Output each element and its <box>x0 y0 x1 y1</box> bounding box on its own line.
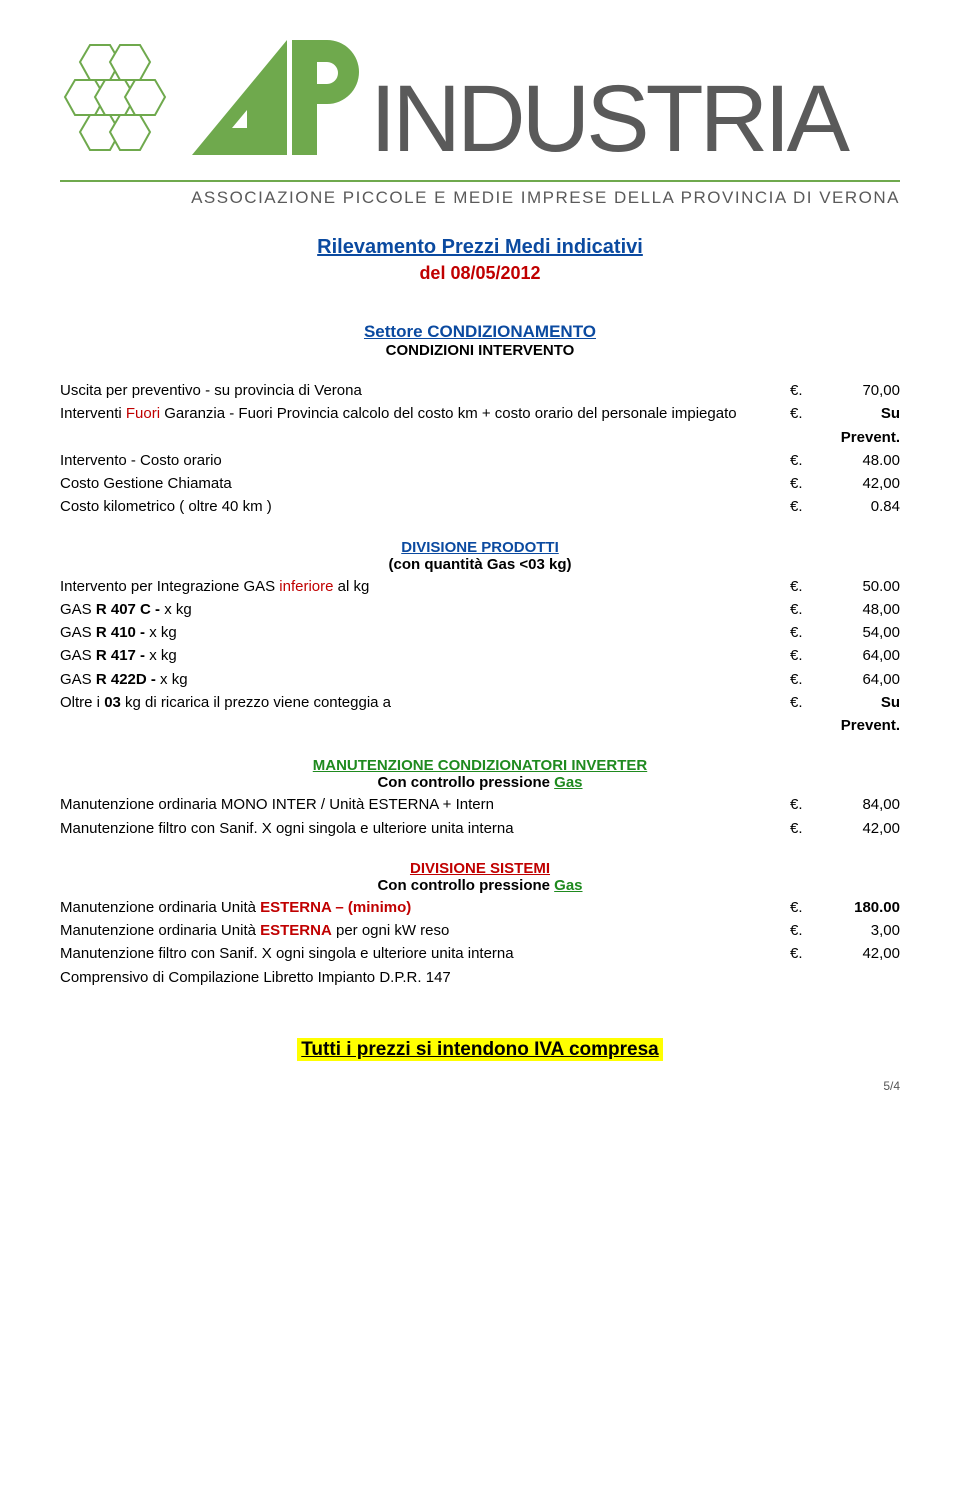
row-currency: €. <box>790 896 820 919</box>
row-value: 70,00 <box>820 379 900 402</box>
row-currency: €. <box>790 942 820 965</box>
row-label: Manutenzione ordinaria Unità ESTERNA – (… <box>60 896 790 919</box>
logo-industria-text: INDUSTRIA <box>370 79 846 160</box>
document-title: Rilevamento Prezzi Medi indicativi del 0… <box>60 236 900 284</box>
sub-prefix: Con controllo pressione <box>377 877 554 894</box>
row-value: 84,00 <box>820 793 900 816</box>
gas-word: Gas <box>554 774 582 791</box>
row-label: GAS R 422D - x kg <box>60 668 790 691</box>
row-value: 48.00 <box>820 449 900 472</box>
logo-main: INDUSTRIA <box>192 40 900 160</box>
row-currency: €. <box>790 644 820 667</box>
row-value: SuPrevent. <box>820 402 900 449</box>
row-value: 3,00 <box>820 919 900 942</box>
manutenzione-inverter-heading: MANUTENZIONE CONDIZIONATORI INVERTER Con… <box>60 757 900 791</box>
divisione-prodotti-heading: DIVISIONE PRODOTTI (con quantità Gas <03… <box>60 539 900 573</box>
row-label: Costo Gestione Chiamata <box>60 472 790 495</box>
price-row: GAS R 417 - x kg€.64,00 <box>60 644 900 667</box>
price-row: Comprensivo di Compilazione Libretto Imp… <box>60 966 900 989</box>
row-currency: €. <box>790 621 820 644</box>
footer-highlight-text: Tutti i prezzi si intendono IVA compresa <box>297 1038 663 1061</box>
sector-sub: CONDIZIONI INTERVENTO <box>60 342 900 359</box>
price-row: Uscita per preventivo - su provincia di … <box>60 379 900 402</box>
price-row: Manutenzione filtro con Sanif. X ogni si… <box>60 942 900 965</box>
logo-text-wrap: INDUSTRIA <box>212 40 900 160</box>
price-row: Manutenzione ordinaria Unità ESTERNA – (… <box>60 896 900 919</box>
manutenzione-inverter-title: MANUTENZIONE CONDIZIONATORI INVERTER <box>60 757 900 774</box>
row-currency: €. <box>790 668 820 691</box>
row-currency: €. <box>790 449 820 472</box>
logo-divider <box>60 180 900 182</box>
page-number: 5/4 <box>60 1079 900 1093</box>
row-label: Interventi Fuori Garanzia - Fuori Provin… <box>60 402 790 425</box>
row-label: Manutenzione filtro con Sanif. X ogni si… <box>60 942 790 965</box>
row-currency: €. <box>790 598 820 621</box>
row-label: Uscita per preventivo - su provincia di … <box>60 379 790 402</box>
row-label: Comprensivo di Compilazione Libretto Imp… <box>60 966 790 989</box>
row-label: Manutenzione filtro con Sanif. X ogni si… <box>60 817 790 840</box>
price-row: Costo kilometrico ( oltre 40 km )€.0.84 <box>60 495 900 518</box>
price-row: Manutenzione ordinaria MONO INTER / Unit… <box>60 793 900 816</box>
footer-highlight: Tutti i prezzi si intendono IVA compresa <box>60 1039 900 1061</box>
gas-word: Gas <box>554 877 582 894</box>
row-currency: €. <box>790 575 820 598</box>
divisione-sistemi-list: Manutenzione ordinaria Unità ESTERNA – (… <box>60 896 900 989</box>
price-row: Manutenzione filtro con Sanif. X ogni si… <box>60 817 900 840</box>
divisione-prodotti-sub: (con quantità Gas <03 kg) <box>60 556 900 573</box>
price-row: Intervento per Integrazione GAS inferior… <box>60 575 900 598</box>
price-row: GAS R 410 - x kg€.54,00 <box>60 621 900 644</box>
row-value: 42,00 <box>820 817 900 840</box>
sub-prefix: Con controllo pressione <box>377 774 554 791</box>
row-currency: €. <box>790 402 820 425</box>
manutenzione-inverter-sub: Con controllo pressione Gas <box>60 774 900 791</box>
price-row: Costo Gestione Chiamata€.42,00 <box>60 472 900 495</box>
row-currency: €. <box>790 379 820 402</box>
row-currency: €. <box>790 495 820 518</box>
divisione-prodotti-list: Intervento per Integrazione GAS inferior… <box>60 575 900 738</box>
row-currency: €. <box>790 691 820 714</box>
row-value: 0.84 <box>820 495 900 518</box>
manutenzione-inverter-list: Manutenzione ordinaria MONO INTER / Unit… <box>60 793 900 840</box>
price-row: GAS R 407 C - x kg€.48,00 <box>60 598 900 621</box>
title-line1: Rilevamento Prezzi Medi indicativi <box>60 236 900 259</box>
price-row: Interventi Fuori Garanzia - Fuori Provin… <box>60 402 900 449</box>
hexagon-cluster-icon <box>60 40 200 170</box>
price-row: GAS R 422D - x kg€.64,00 <box>60 668 900 691</box>
divisione-prodotti-title: DIVISIONE PRODOTTI <box>60 539 900 556</box>
price-row: Manutenzione ordinaria Unità ESTERNA per… <box>60 919 900 942</box>
row-currency: €. <box>790 919 820 942</box>
row-value: 42,00 <box>820 472 900 495</box>
row-label: Costo kilometrico ( oltre 40 km ) <box>60 495 790 518</box>
logo-subtitle: ASSOCIAZIONE PICCOLE E MEDIE IMPRESE DEL… <box>60 188 900 208</box>
row-value: SuPrevent. <box>820 691 900 738</box>
row-label: Oltre i 03 kg di ricarica il prezzo vien… <box>60 691 790 714</box>
row-label: Manutenzione ordinaria Unità ESTERNA per… <box>60 919 790 942</box>
sector-heading: Settore CONDIZIONAMENTO <box>60 322 900 342</box>
row-label: GAS R 407 C - x kg <box>60 598 790 621</box>
row-value: 64,00 <box>820 644 900 667</box>
row-value: 50.00 <box>820 575 900 598</box>
row-label: Intervento per Integrazione GAS inferior… <box>60 575 790 598</box>
row-value: 64,00 <box>820 668 900 691</box>
price-row: Oltre i 03 kg di ricarica il prezzo vien… <box>60 691 900 738</box>
row-label: GAS R 417 - x kg <box>60 644 790 667</box>
logo-header: INDUSTRIA <box>60 40 900 170</box>
divisione-sistemi-heading: DIVISIONE SISTEMI Con controllo pression… <box>60 860 900 894</box>
divisione-sistemi-title: DIVISIONE SISTEMI <box>60 860 900 877</box>
row-currency: €. <box>790 817 820 840</box>
row-currency: €. <box>790 793 820 816</box>
logo-ap-icon <box>192 40 362 160</box>
row-value: 42,00 <box>820 942 900 965</box>
divisione-sistemi-sub: Con controllo pressione Gas <box>60 877 900 894</box>
row-value: 54,00 <box>820 621 900 644</box>
title-line2: del 08/05/2012 <box>60 263 900 284</box>
row-currency: €. <box>790 472 820 495</box>
price-row: Intervento - Costo orario€.48.00 <box>60 449 900 472</box>
row-label: Manutenzione ordinaria MONO INTER / Unit… <box>60 793 790 816</box>
row-value: 48,00 <box>820 598 900 621</box>
condizioni-list: Uscita per preventivo - su provincia di … <box>60 379 900 519</box>
row-label: GAS R 410 - x kg <box>60 621 790 644</box>
row-value: 180.00 <box>820 896 900 919</box>
row-label: Intervento - Costo orario <box>60 449 790 472</box>
